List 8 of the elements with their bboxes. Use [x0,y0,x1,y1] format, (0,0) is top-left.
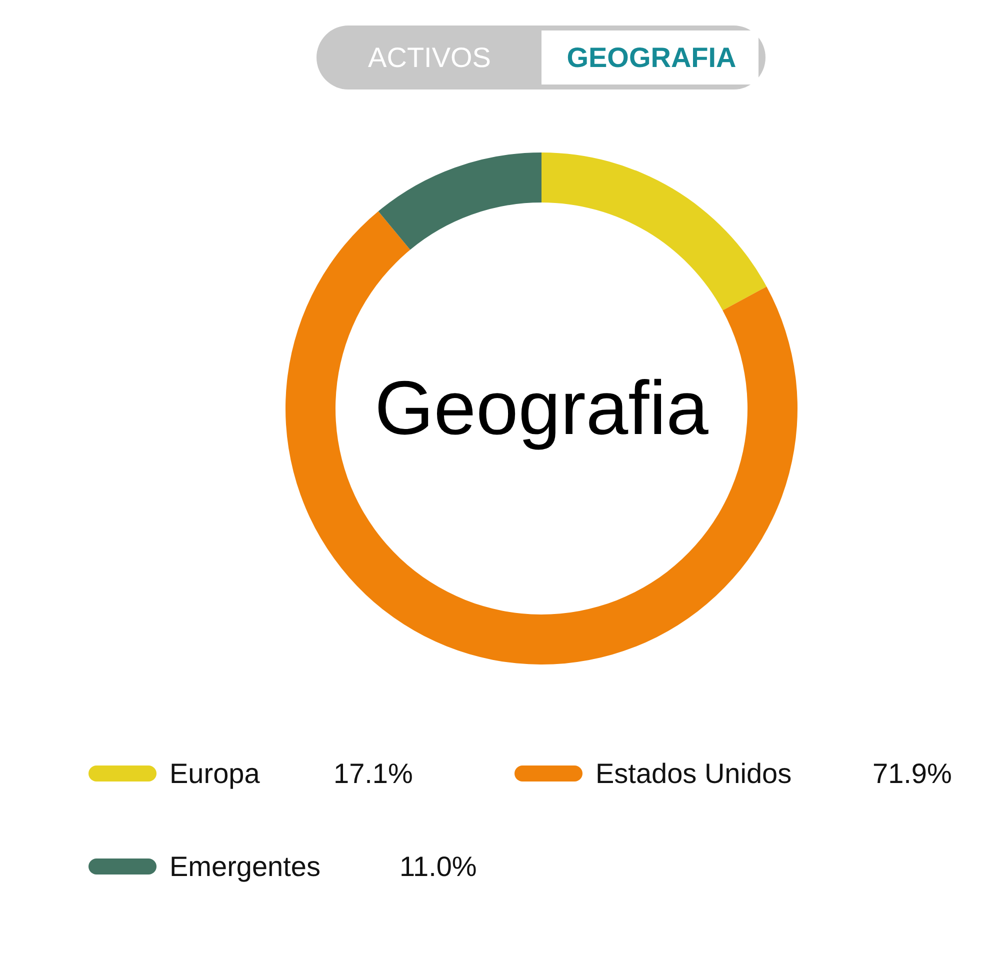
legend-label: Europa [170,758,260,789]
data-label: 17.1% [334,758,413,789]
data-label: 11.0% [400,851,477,882]
data-label: 71.9% [872,758,952,789]
text: Geografia [374,366,710,451]
legend-label: Emergentes [170,851,320,882]
legend-label: Estados Unidos [596,758,792,789]
text: GEOGRAFIA [566,42,736,73]
